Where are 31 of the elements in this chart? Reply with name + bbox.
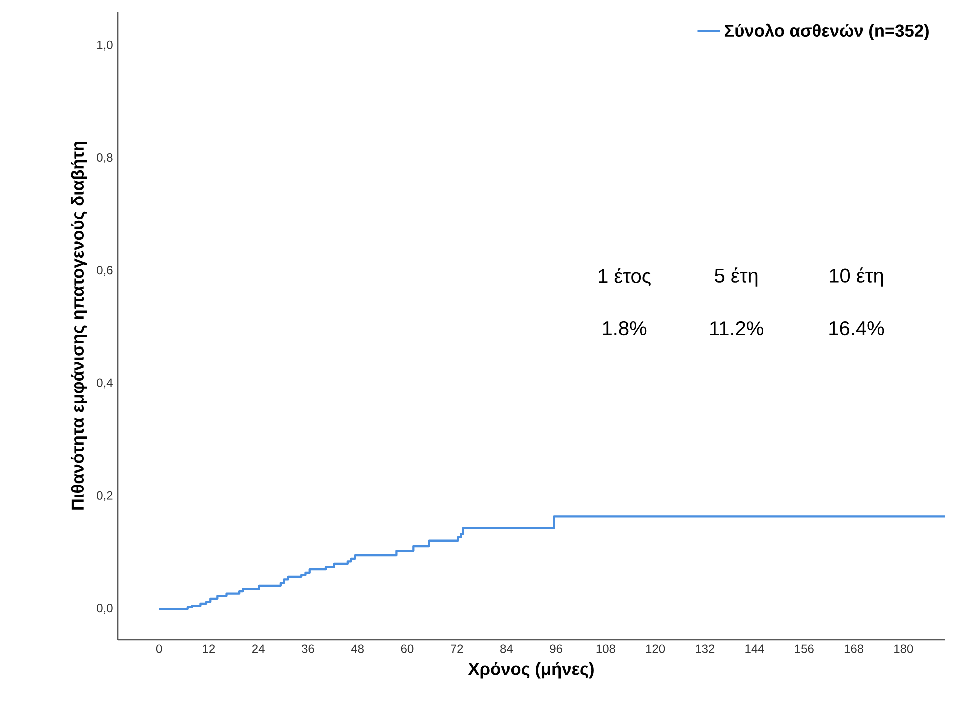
annotation: 11.2% (710, 321, 764, 336)
x-tick-label: 120 (646, 644, 666, 654)
x-tick-label: 60 (401, 644, 414, 654)
annotation: 1.8% (603, 321, 647, 336)
y-tick-label: 0,8 (97, 153, 113, 164)
x-tick-label: 156 (795, 644, 814, 654)
y-tick-label: 0,2 (97, 491, 113, 502)
legend-label: Σύνολο ασθενών (n=352) (724, 24, 929, 40)
y-tick-label: 0,6 (97, 266, 113, 276)
x-tick-label: 0 (156, 644, 162, 654)
x-tick-label: 168 (844, 644, 864, 654)
x-tick-label: 96 (550, 644, 562, 654)
x-tick-label: 84 (500, 644, 514, 654)
annotation: 5 έτη (715, 268, 758, 287)
x-tick-label: 12 (203, 644, 216, 654)
x-tick-label: 72 (451, 644, 464, 654)
x-tick-label: 180 (894, 644, 914, 654)
x-tick-label: 132 (696, 644, 715, 654)
x-tick-label: 144 (746, 644, 764, 653)
x-tick-label: 36 (302, 644, 314, 654)
annotation: 10 έτη (830, 268, 884, 287)
x-tick-label: 48 (351, 644, 364, 654)
y-tick-label: 0,4 (97, 378, 113, 389)
annotation: 16.4% (830, 321, 884, 336)
y-axis-title: Πιθανότητα εμφάνισης ηπατογενούς διαβήτη (71, 142, 88, 510)
x-axis-title: Χρόνος (μήνες) (468, 662, 594, 679)
x-tick-label: 24 (252, 644, 265, 654)
annotation: 1 έτος (599, 268, 651, 287)
y-tick-label: 1,0 (98, 40, 113, 51)
x-tick-label: 108 (596, 644, 616, 654)
y-tick-label: 0,0 (97, 604, 113, 614)
